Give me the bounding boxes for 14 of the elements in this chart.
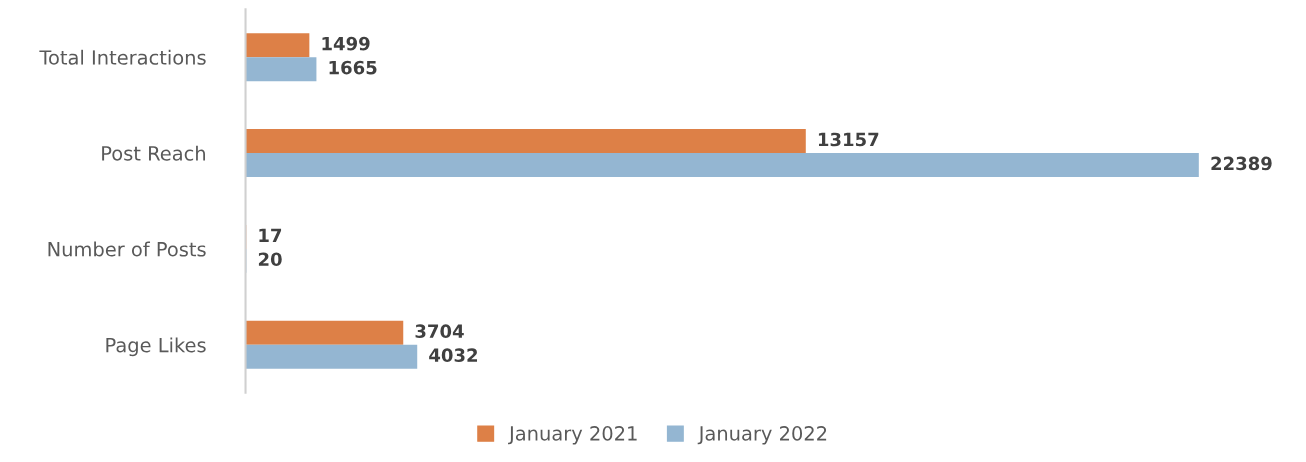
data-label: 3704 xyxy=(415,324,464,339)
data-label: 22389 xyxy=(1211,156,1272,171)
y-tick-label: Total Interactions xyxy=(39,49,206,65)
data-label: 1665 xyxy=(329,60,377,75)
legend-label: January 2022 xyxy=(697,426,827,445)
data-label: 17 xyxy=(259,228,282,242)
legend-label: January 2021 xyxy=(508,426,637,445)
y-tick-label: Post Reach xyxy=(102,145,205,161)
y-tick-label: Page Likes xyxy=(106,337,206,357)
data-label: 13157 xyxy=(818,132,879,147)
y-tick-label: Number of Posts xyxy=(48,241,206,257)
data-label: 4032 xyxy=(429,348,478,362)
data-label: 20 xyxy=(258,252,282,267)
data-label: 1499 xyxy=(322,36,370,51)
